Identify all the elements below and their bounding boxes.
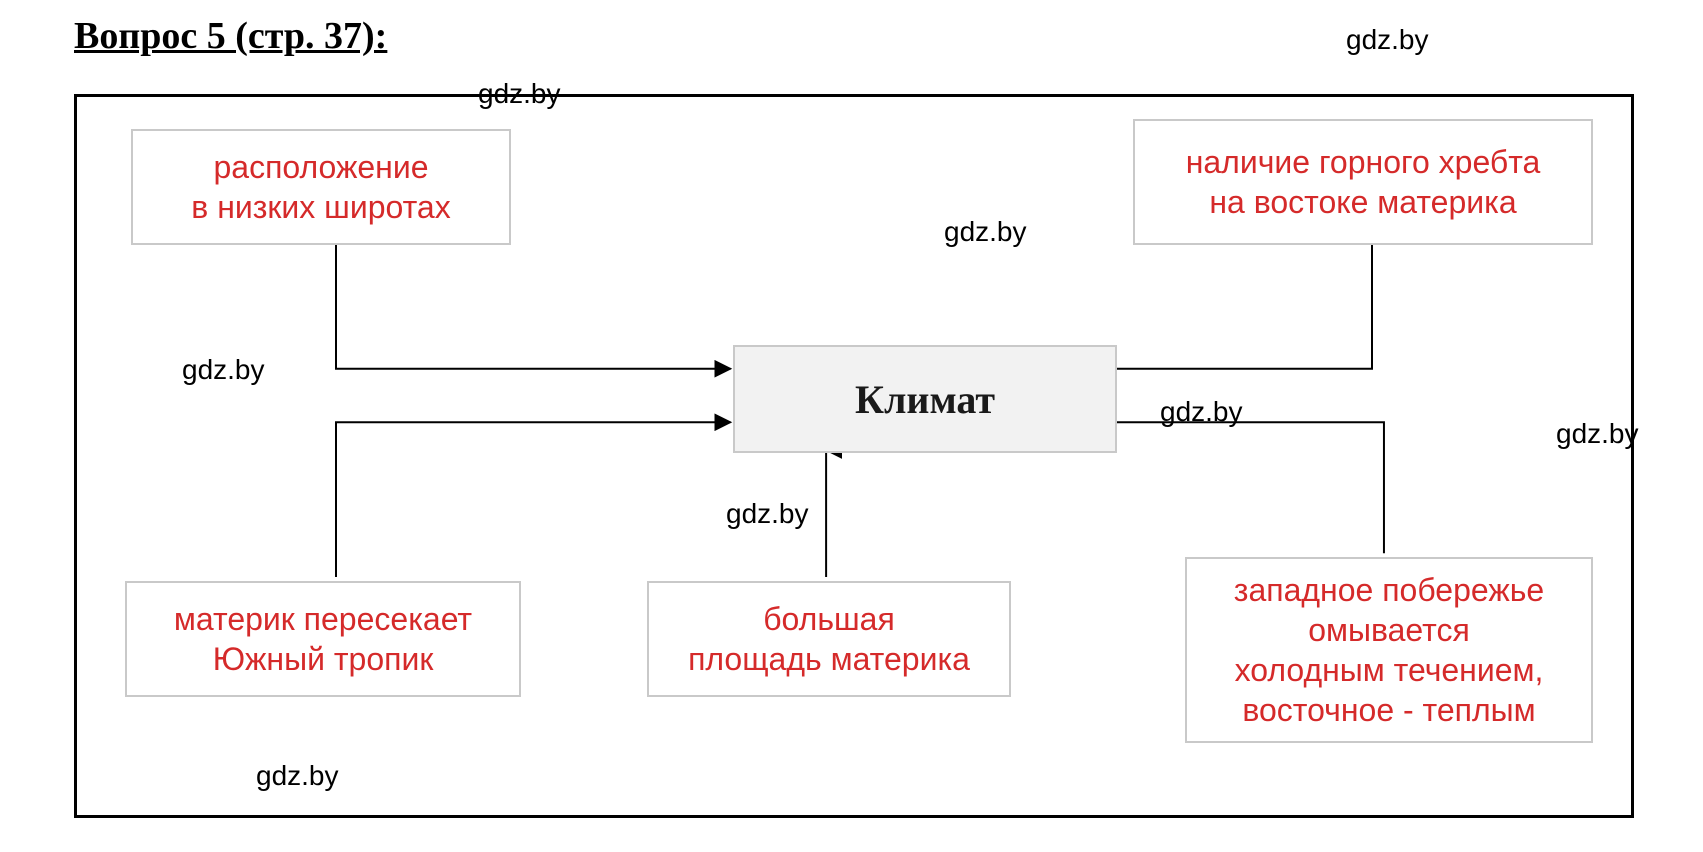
watermark-text: gdz.by: [182, 354, 265, 386]
factor-node-mountain-ridge: наличие горного хребтана востоке материк…: [1133, 119, 1593, 245]
factor-label: материк пересекаетЮжный тропик: [174, 599, 472, 679]
factor-node-low-latitudes: расположениев низких широтах: [131, 129, 511, 245]
watermark-text: gdz.by: [256, 760, 339, 792]
watermark-text: gdz.by: [478, 78, 561, 110]
center-node-label: Климат: [855, 376, 995, 423]
factor-node-large-area: большаяплощадь материка: [647, 581, 1011, 697]
diagram-frame: Климат расположениев низких широтах нали…: [74, 94, 1634, 818]
center-node-climate: Климат: [733, 345, 1117, 453]
question-title: Вопрос 5 (стр. 37):: [74, 14, 387, 58]
factor-label: западное побережьеомываетсяхолодным тече…: [1234, 570, 1544, 730]
watermark-text: gdz.by: [726, 498, 809, 530]
factor-label: большаяплощадь материка: [688, 599, 970, 679]
watermark-text: gdz.by: [1160, 396, 1243, 428]
factor-node-ocean-currents: западное побережьеомываетсяхолодным тече…: [1185, 557, 1593, 743]
factor-label: расположениев низких широтах: [191, 147, 450, 227]
watermark-text: gdz.by: [1556, 418, 1639, 450]
watermark-text: gdz.by: [1346, 24, 1429, 56]
factor-node-southern-tropic: материк пересекаетЮжный тропик: [125, 581, 521, 697]
watermark-text: gdz.by: [944, 216, 1027, 248]
factor-label: наличие горного хребтана востоке материк…: [1186, 142, 1541, 222]
